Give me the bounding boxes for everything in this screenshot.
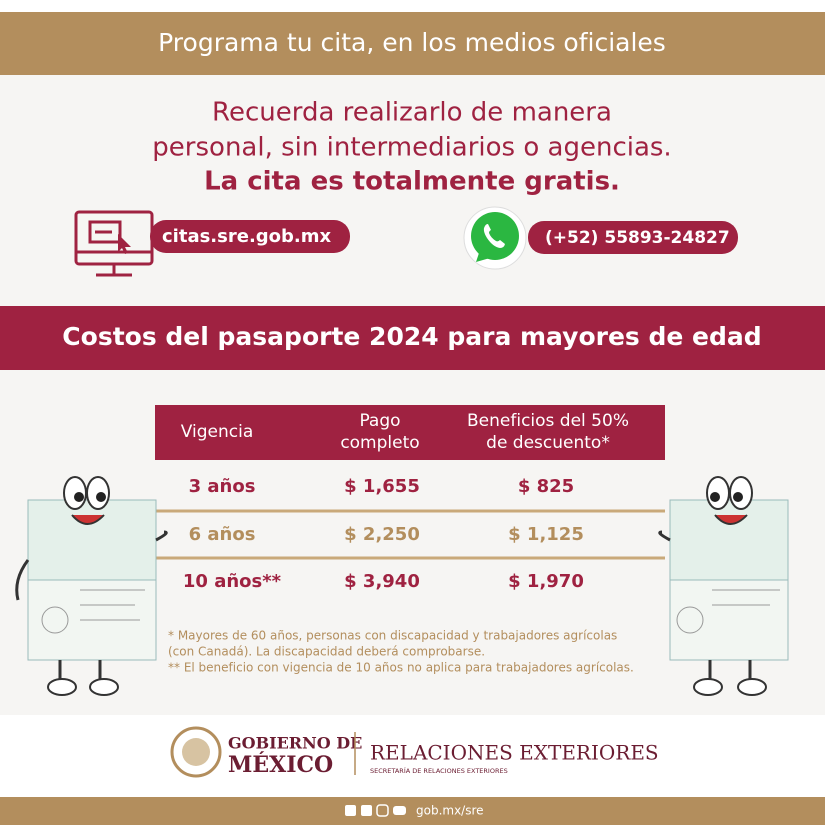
mascot-right	[658, 476, 789, 696]
section-band	[0, 306, 825, 370]
cell: 6 años	[189, 524, 256, 545]
cell: $ 1,655	[344, 476, 420, 497]
ministry: RELACIONES EXTERIORES	[370, 741, 659, 765]
note: (con Canadá). La discapacidad deberá com…	[168, 645, 485, 659]
social-icon	[393, 806, 406, 815]
note: ** El beneficio con vigencia de 10 años …	[168, 661, 634, 675]
table-header	[155, 405, 665, 460]
seal-center	[182, 738, 210, 766]
cursor-icon	[118, 234, 131, 254]
cell: $ 825	[518, 476, 574, 497]
message-line: La cita es totalmente gratis.	[204, 167, 620, 197]
bottom-bar	[0, 797, 825, 825]
top-margin	[0, 0, 825, 12]
whatsapp-number: (+52) 55893-24827	[545, 228, 730, 248]
mascot-left	[15, 476, 168, 696]
cell: 10 años**	[183, 571, 282, 592]
seal	[170, 726, 222, 778]
section-title: Costos del pasaporte 2024 para mayores d…	[62, 322, 761, 351]
column-header: Vigencia	[181, 422, 254, 442]
footer-area	[0, 715, 825, 797]
website-pill	[150, 220, 350, 253]
message-line: personal, sin intermediarios o agencias.	[152, 133, 671, 163]
column-header: completo	[340, 433, 419, 453]
header-title: Programa tu cita, en los medios oficiale…	[158, 28, 666, 57]
cell: $ 1,970	[508, 571, 584, 592]
cell: $ 3,940	[344, 571, 420, 592]
cell: $ 1,125	[508, 524, 584, 545]
social-icon	[376, 804, 389, 817]
column-header: Beneficios del 50%	[467, 411, 629, 431]
whatsapp-pill	[528, 221, 738, 254]
phone-glyph	[483, 224, 505, 248]
header-band	[0, 12, 825, 75]
ministry-subtitle: SECRETARÍA DE RELACIONES EXTERIORES	[370, 766, 508, 775]
cell: 3 años	[189, 476, 256, 497]
website: citas.sre.gob.mx	[162, 226, 332, 247]
whatsapp-icon	[471, 212, 519, 260]
cell: $ 2,250	[344, 524, 420, 545]
message-line: Recuerda realizarlo de manera	[212, 98, 612, 128]
note: * Mayores de 60 años, personas con disca…	[168, 629, 617, 643]
social-icon	[345, 805, 356, 816]
whatsapp-tail	[476, 250, 490, 262]
social-icon	[361, 805, 372, 816]
footer-url: gob.mx/sre	[416, 804, 484, 818]
government-line: MÉXICO	[228, 751, 333, 778]
government-line: GOBIERNO DE	[228, 734, 362, 753]
column-header: Pago	[359, 411, 400, 431]
column-header: de descuento*	[486, 433, 610, 453]
